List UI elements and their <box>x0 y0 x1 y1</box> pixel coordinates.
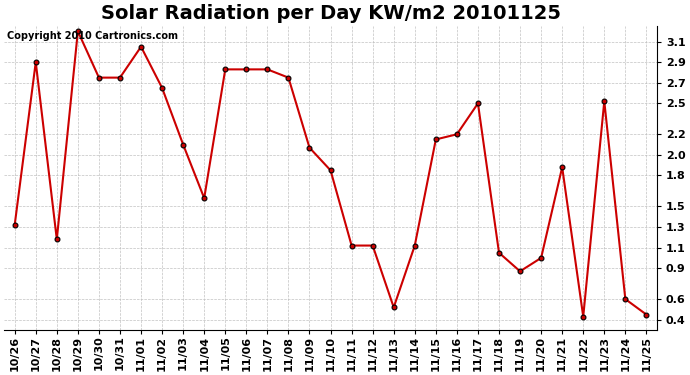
Text: Copyright 2010 Cartronics.com: Copyright 2010 Cartronics.com <box>8 31 179 40</box>
Title: Solar Radiation per Day KW/m2 20101125: Solar Radiation per Day KW/m2 20101125 <box>101 4 560 23</box>
